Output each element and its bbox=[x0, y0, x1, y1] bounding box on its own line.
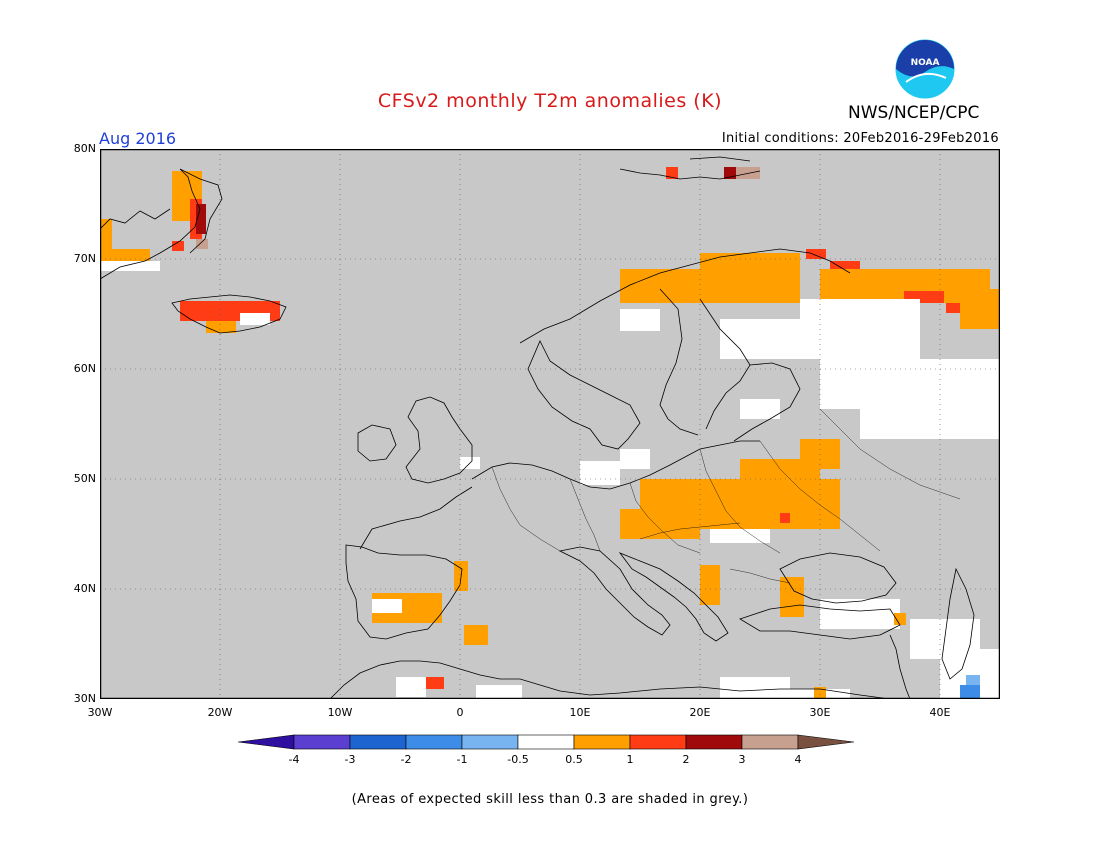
anomaly-cell bbox=[700, 253, 800, 273]
anomaly-cell bbox=[780, 577, 804, 617]
colorbar-box bbox=[461, 734, 519, 750]
coastlines bbox=[100, 156, 975, 699]
anomaly-cell bbox=[206, 321, 236, 333]
colorbar-box bbox=[573, 734, 631, 750]
anomaly-cell bbox=[894, 613, 906, 625]
colorbar-box bbox=[405, 734, 463, 750]
forecast-month: Aug 2016 bbox=[99, 129, 177, 148]
anomaly-cell bbox=[740, 399, 780, 419]
colorbar bbox=[238, 734, 855, 750]
lat-label: 50N bbox=[73, 472, 96, 485]
anomaly-cell bbox=[620, 509, 700, 539]
lat-label: 40N bbox=[73, 582, 96, 595]
colorbar-arrow-high bbox=[797, 734, 855, 750]
country-borders bbox=[491, 408, 961, 584]
anomaly-cell bbox=[620, 309, 660, 331]
colorbar-tick-label: -0.5 bbox=[507, 753, 529, 766]
lon-label: 0 bbox=[456, 706, 464, 719]
anomaly-cell bbox=[196, 204, 206, 234]
map-frame bbox=[100, 149, 1000, 699]
noaa-logo-text: NOAA bbox=[911, 58, 940, 68]
colorbar-tick-label: 0.5 bbox=[565, 753, 583, 766]
anomaly-cell bbox=[960, 289, 1000, 329]
anomaly-cell bbox=[966, 675, 980, 687]
colorbar-tick-label: 2 bbox=[682, 753, 690, 766]
anomaly-cell bbox=[720, 677, 790, 699]
anomaly-cell bbox=[396, 677, 426, 697]
anomaly-cell bbox=[820, 359, 1000, 409]
skill-footnote: (Areas of expected skill less than 0.3 a… bbox=[351, 792, 749, 807]
anomaly-cell bbox=[240, 313, 270, 325]
lon-label: 30W bbox=[87, 706, 113, 719]
colorbar-box bbox=[293, 734, 351, 750]
anomaly-cell bbox=[700, 565, 720, 605]
lat-label: 60N bbox=[73, 362, 96, 375]
lat-lon-gridlines bbox=[100, 149, 1000, 699]
colorbar-boxes bbox=[238, 734, 855, 750]
lon-label: 20W bbox=[207, 706, 233, 719]
colorbar-box bbox=[349, 734, 407, 750]
anomaly-cell bbox=[860, 409, 1000, 439]
anomaly-cell bbox=[830, 261, 860, 271]
lat-label: 30N bbox=[73, 692, 96, 705]
anomaly-cell bbox=[196, 239, 208, 249]
lon-label: 10E bbox=[569, 706, 591, 719]
anomaly-cell bbox=[580, 461, 620, 485]
colorbar-arrow-low bbox=[238, 734, 295, 750]
agency-label: NWS/NCEP/CPC bbox=[848, 103, 980, 123]
lat-label: 80N bbox=[73, 142, 96, 155]
colorbar-tick-label: 4 bbox=[794, 753, 802, 766]
colorbar-box bbox=[685, 734, 743, 750]
anomaly-cell bbox=[814, 687, 826, 699]
anomaly-cell bbox=[620, 269, 800, 303]
anomaly-cell bbox=[172, 241, 184, 251]
noaa-logo: NOAA bbox=[894, 38, 956, 100]
lon-label: 40E bbox=[929, 706, 951, 719]
anomaly-cell bbox=[464, 625, 488, 645]
anomaly-cell bbox=[800, 299, 920, 359]
anomaly-cell bbox=[620, 449, 650, 469]
initial-conditions: Initial conditions: 20Feb2016-29Feb2016 bbox=[721, 131, 999, 146]
anomaly-cell bbox=[476, 685, 522, 699]
anomaly-cell bbox=[100, 261, 160, 271]
anomaly-cell bbox=[780, 513, 790, 523]
colorbar-box bbox=[629, 734, 687, 750]
colorbar-tick-label: -2 bbox=[400, 753, 412, 766]
anomaly-map bbox=[100, 149, 1000, 699]
anomaly-cell bbox=[806, 249, 826, 259]
anomaly-cell bbox=[960, 685, 980, 699]
colorbar-tick-label: -3 bbox=[344, 753, 356, 766]
anomaly-cell bbox=[372, 599, 402, 613]
lon-label: 10W bbox=[327, 706, 353, 719]
anomaly-cell bbox=[710, 529, 770, 543]
map-title: CFSv2 monthly T2m anomalies (K) bbox=[377, 90, 723, 112]
colorbar-tick-label: 3 bbox=[738, 753, 746, 766]
lon-label: 30E bbox=[809, 706, 831, 719]
colorbar-tick-label: -4 bbox=[288, 753, 300, 766]
anomaly-cell bbox=[422, 677, 444, 689]
lat-label: 70N bbox=[73, 252, 96, 265]
colorbar-tick-label: -1 bbox=[456, 753, 468, 766]
colorbar-box bbox=[741, 734, 799, 750]
anomaly-cell bbox=[820, 599, 900, 629]
colorbar-box bbox=[517, 734, 575, 750]
lon-label: 20E bbox=[689, 706, 711, 719]
anomaly-cell bbox=[666, 167, 678, 179]
colorbar-tick-label: 1 bbox=[626, 753, 634, 766]
